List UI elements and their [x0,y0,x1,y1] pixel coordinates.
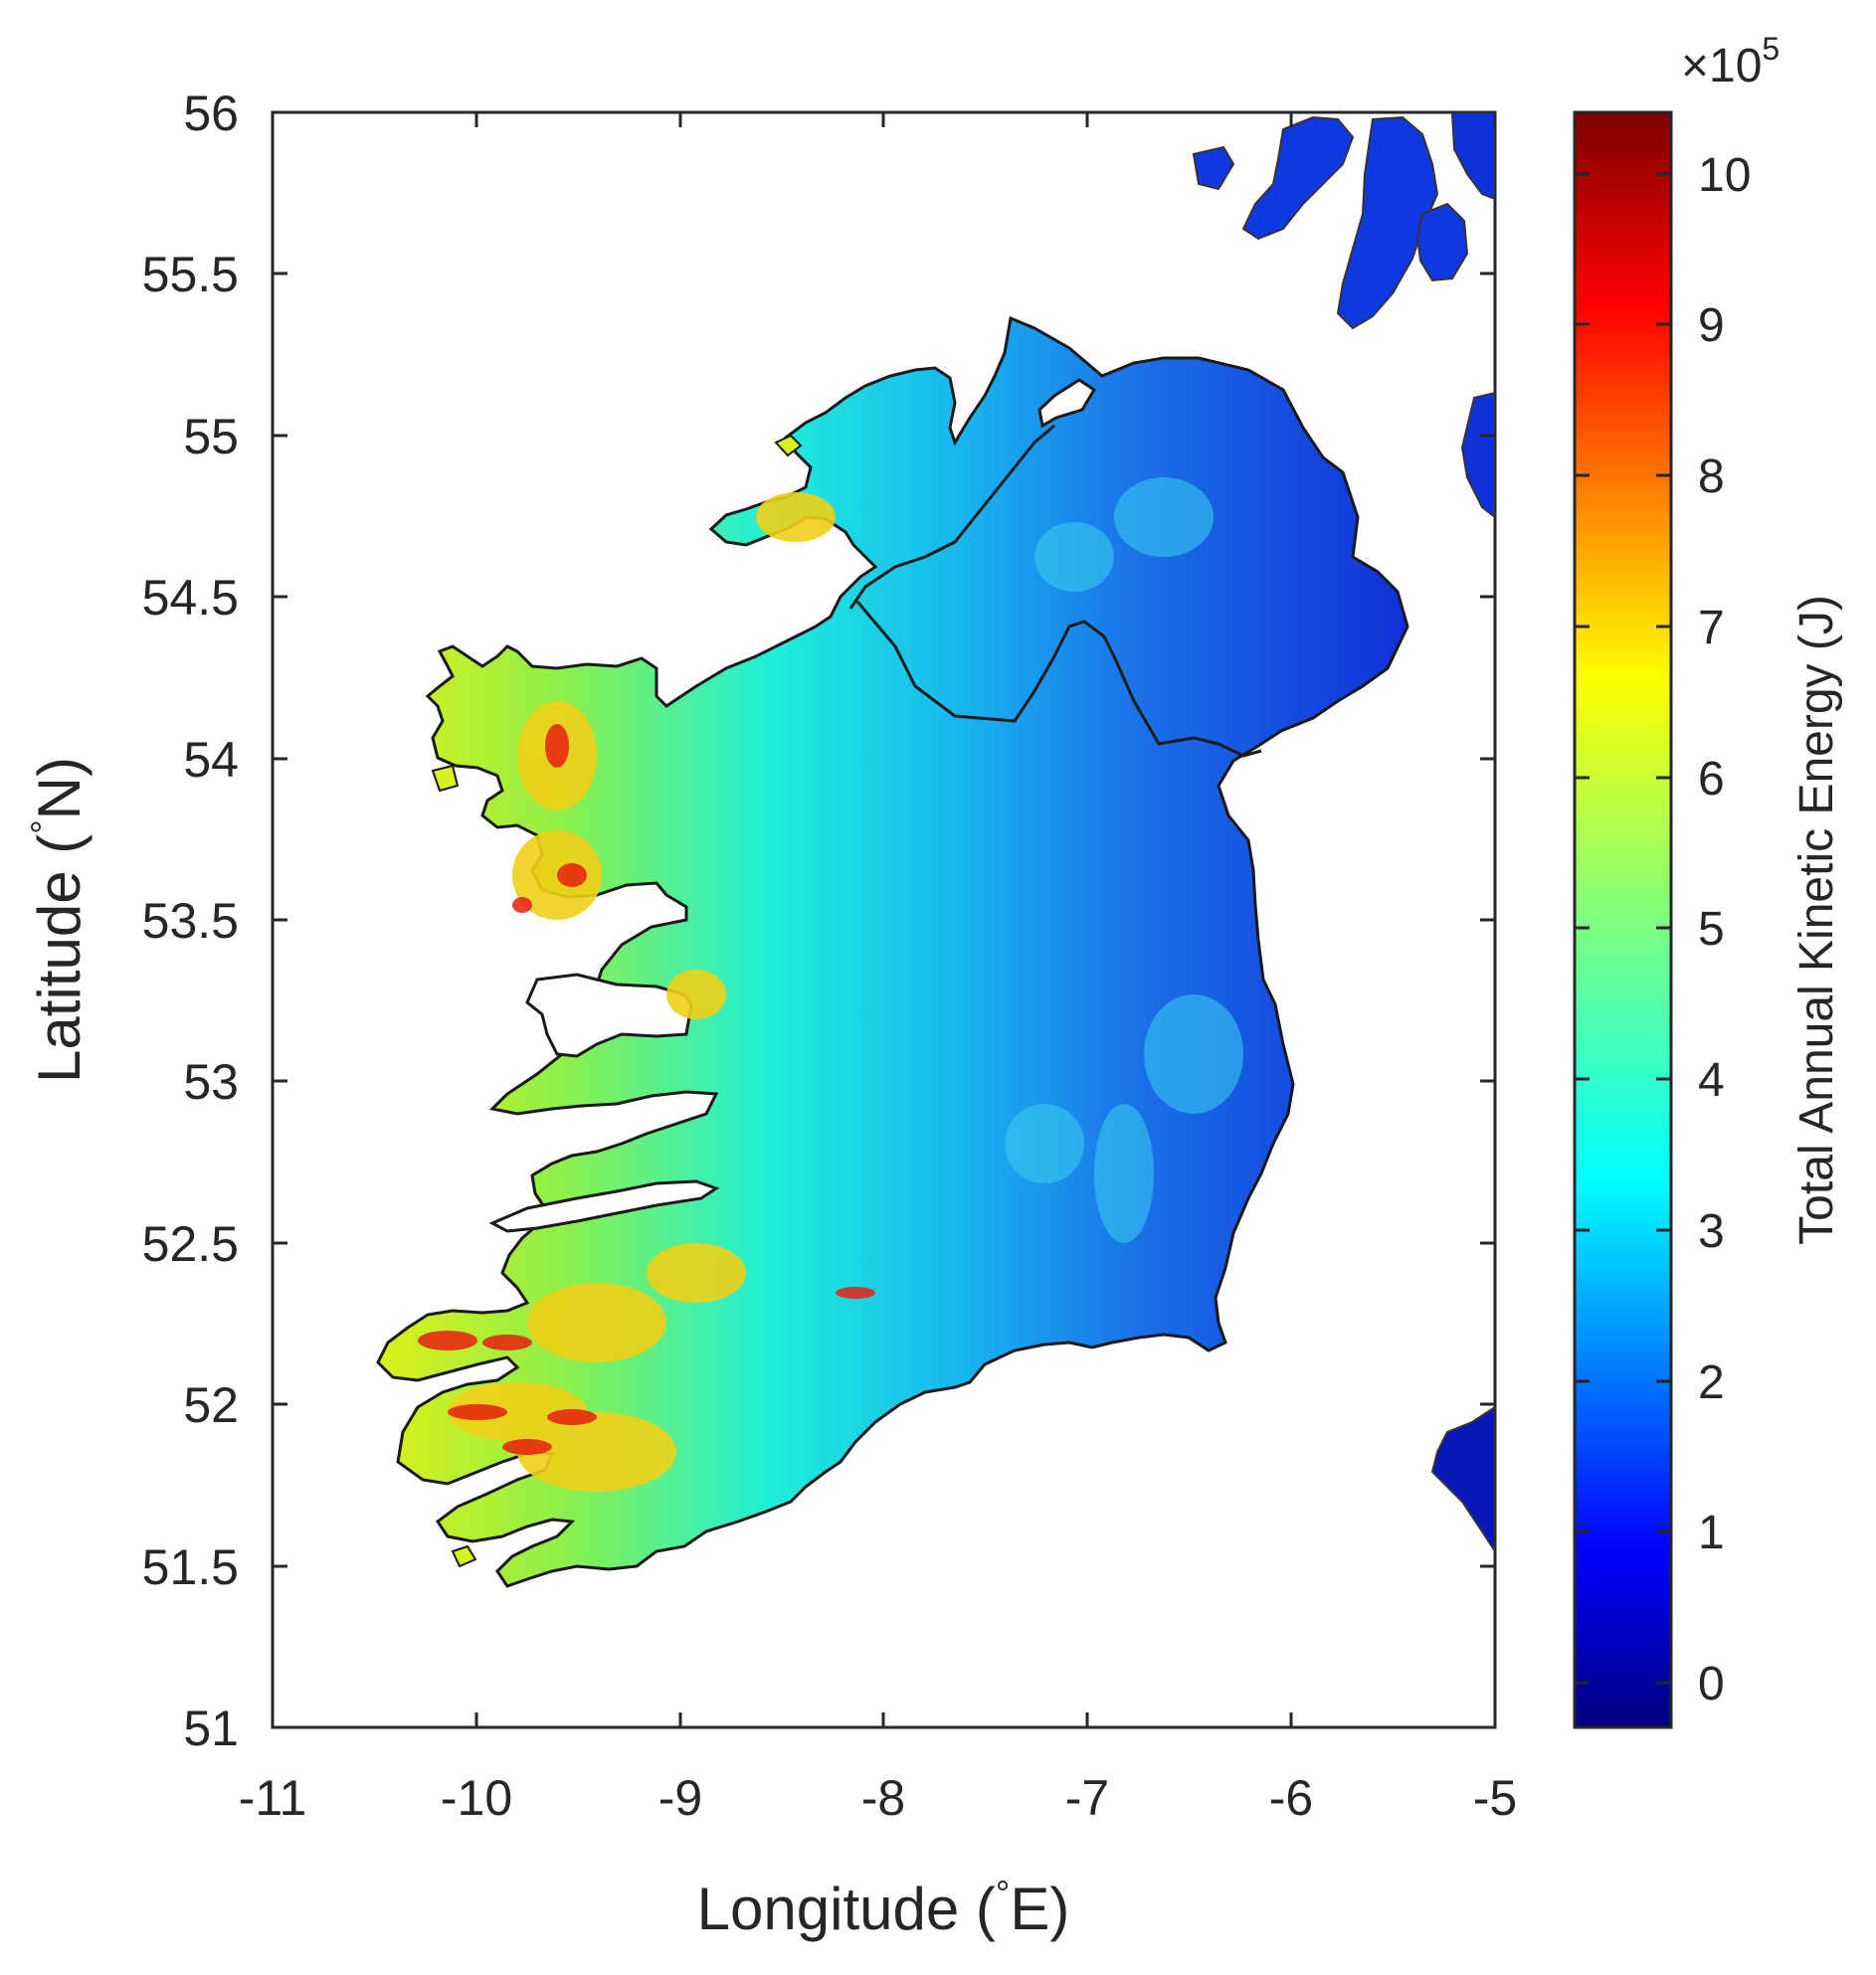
eastern-uplands [1005,477,1243,1243]
colorbar-tick-label: 9 [1698,299,1725,352]
y-tick-label: 54.5 [142,570,239,626]
y-tick-label: 51 [183,1701,239,1756]
colorbar [1573,110,1673,1729]
north-lough-line [848,424,1055,610]
scotland-islands-2 [1336,115,1439,330]
colorbar-tick-label: 10 [1698,149,1751,202]
x-tick-label: -5 [1473,1770,1517,1826]
scotland-small [1192,145,1235,191]
x-axis-label-main: Longitude ( [697,1876,996,1942]
x-axis-degree: ° [996,1873,1010,1913]
border-line [855,601,1262,758]
colorbar-tick-label: 3 [1698,1205,1725,1258]
galway-bay [525,973,693,1058]
colorbar-tick-labels: 0 1 2 3 4 5 6 7 8 9 10 [1698,149,1751,1710]
scotland-islands [1241,115,1355,241]
shannon-estuary [488,1179,720,1233]
y-tick-labels: 51 51.5 52 52.5 53 53.5 54 54.5 55 55.5 … [142,86,239,1756]
colorbar-tick-label: 0 [1698,1658,1725,1710]
x-tick-labels: -11 -10 -9 -8 -7 -6 -5 [239,1770,1518,1826]
colorbar-label: Total Annual Kinetic Energy (J) [1790,595,1843,1245]
colorbar-tick-label: 7 [1698,602,1725,654]
colorbar-multiplier-exponent: 5 [1762,31,1780,67]
y-tick-label: 54 [183,732,239,788]
colorbar-tick-label: 5 [1698,903,1725,956]
colorbar-tick-label: 1 [1698,1507,1725,1559]
x-ticks [271,112,1497,1727]
x-tick-label: -9 [658,1770,702,1826]
y-tick-label: 56 [183,86,239,141]
colorbar-tick-label: 8 [1698,450,1725,503]
x-tick-label: -7 [1065,1770,1109,1826]
y-tick-label: 53.5 [142,893,239,949]
very-high-energy-patches [418,724,875,1455]
y-tick-label: 55 [183,409,239,464]
y-axis-label-main: Latitude ( [26,834,93,1083]
map-raster [376,112,1495,1588]
scotland-kintyre [1460,391,1495,519]
lough-foyle [1037,378,1097,429]
colorbar-ticks [1575,172,1671,1685]
offshore-islands [431,434,803,1568]
y-axis-label: Latitude (°N) [23,757,93,1083]
x-tick-label: -8 [861,1770,905,1826]
x-tick-label: -6 [1269,1770,1313,1826]
x-tick-label: -10 [441,1770,512,1826]
y-tick-label: 51.5 [142,1539,239,1595]
scotland-mainland [1450,112,1495,201]
colorbar-tick-label: 4 [1698,1054,1725,1107]
y-ticks [273,110,1495,1729]
colorbar-tick-label: 2 [1698,1356,1725,1409]
y-tick-label: 52 [183,1377,239,1433]
colorbar-multiplier: ×105 [1681,31,1780,92]
y-axis-label-end: N) [26,757,93,819]
x-tick-label: -11 [239,1770,307,1826]
scotland-islay [1415,202,1469,282]
colorbar-multiplier-base: ×10 [1681,40,1762,92]
y-tick-label: 52.5 [142,1216,239,1272]
colorbar-tick-label: 6 [1698,753,1725,806]
x-axis-label: Longitude (°E) [697,1873,1070,1942]
y-axis-degree: ° [23,819,64,833]
wales [1430,1405,1495,1553]
ireland-landmass [376,315,1409,1588]
x-axis-label-end: E) [1010,1876,1069,1942]
y-tick-label: 53 [183,1054,239,1110]
high-energy-patches [448,492,836,1492]
y-tick-label: 55.5 [142,247,239,302]
